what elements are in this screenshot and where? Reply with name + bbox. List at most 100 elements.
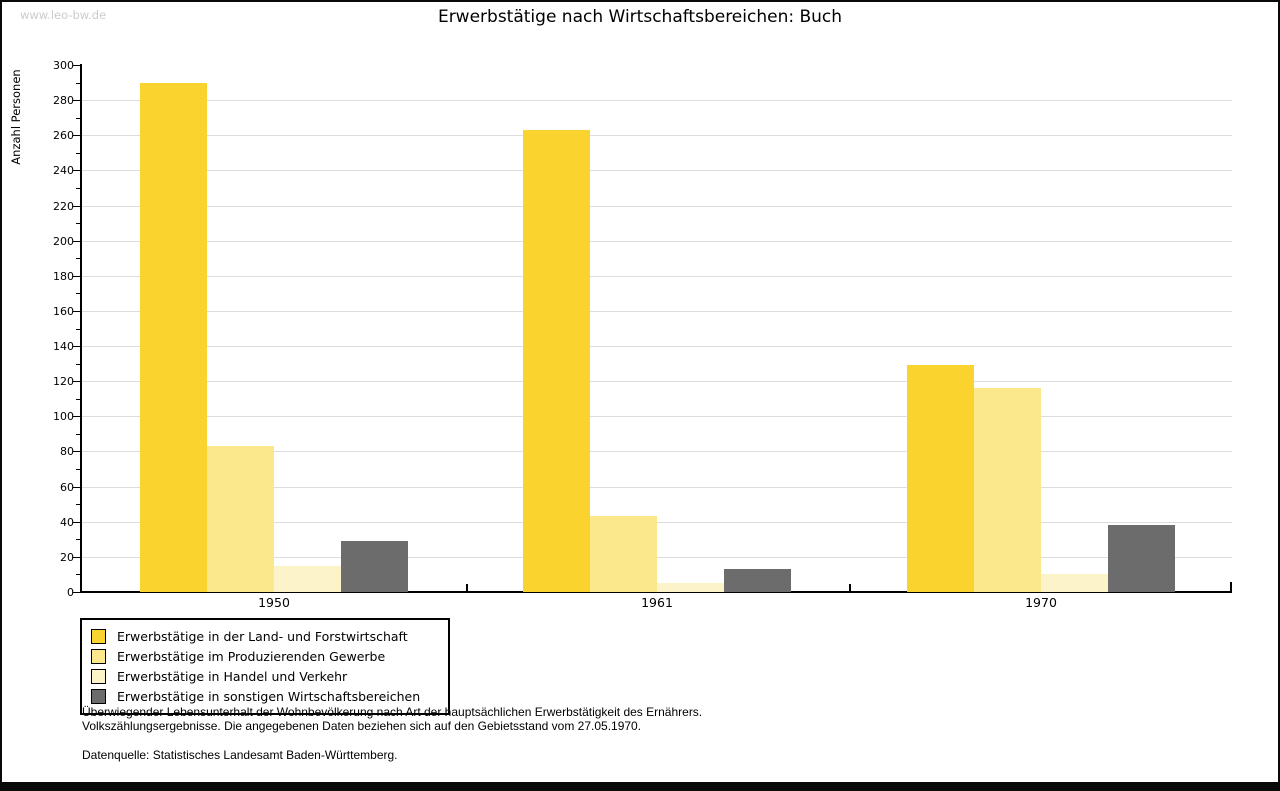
legend-label: Erwerbstätige in sonstigen Wirtschaftsbe… (117, 688, 421, 704)
y-tick-140 (73, 346, 80, 347)
bar-1970-series2 (974, 388, 1041, 592)
y-tick-label-40: 40 (60, 516, 74, 529)
gridline-200 (82, 241, 1232, 242)
legend-box: Erwerbstätige in der Land- und Forstwirt… (80, 618, 450, 715)
gridline-260 (82, 135, 1232, 136)
gridline-20 (82, 557, 1232, 558)
chart-title: Erwerbstätige nach Wirtschaftsbereichen:… (437, 7, 843, 27)
y-minortick-170 (76, 293, 80, 294)
y-minortick-270 (76, 118, 80, 119)
group-boundary-tick-2 (849, 584, 851, 591)
gridline-140 (82, 346, 1232, 347)
y-tick-label-120: 120 (53, 375, 74, 388)
x-label-1961: 1961 (641, 595, 673, 610)
y-minortick-210 (76, 223, 80, 224)
y-tick-100 (73, 416, 80, 417)
legend-label: Erwerbstätige in der Land- und Forstwirt… (117, 628, 408, 644)
legend-label: Erwerbstätige in Handel und Verkehr (117, 668, 348, 684)
y-tick-280 (73, 100, 80, 101)
y-tick-label-80: 80 (60, 445, 74, 458)
gridline-180 (82, 276, 1232, 277)
y-tick-40 (73, 522, 80, 523)
x-axis-line (80, 591, 1232, 593)
y-tick-60 (73, 487, 80, 488)
y-minortick-10 (76, 574, 80, 575)
bar-1970-series4 (1108, 525, 1175, 592)
gridline-60 (82, 487, 1232, 488)
group-boundary-tick-1 (466, 584, 468, 591)
legend-swatch-icon (91, 688, 106, 704)
x-axis-end-tick (1230, 582, 1232, 592)
y-tick-label-20: 20 (60, 551, 74, 564)
bar-1950-series1 (140, 83, 207, 592)
y-tick-80 (73, 451, 80, 452)
y-tick-label-240: 240 (53, 164, 74, 177)
y-tick-120 (73, 381, 80, 382)
y-tick-label-0: 0 (67, 586, 74, 599)
legend-item-3: Erwerbstätige in Handel und Verkehr (91, 666, 448, 686)
y-tick-label-300: 300 (53, 59, 74, 72)
bar-1950-series2 (207, 446, 274, 592)
y-minortick-230 (76, 188, 80, 189)
footnote-line-1: Überwiegender Lebensunterhalt der Wohnbe… (82, 705, 703, 719)
y-axis-line (80, 64, 82, 593)
watermark: www.leo-bw.de (20, 8, 107, 22)
y-minortick-130 (76, 364, 80, 365)
bar-1961-series1 (523, 130, 590, 592)
y-minortick-90 (76, 434, 80, 435)
bar-1961-series4 (724, 569, 791, 592)
y-tick-label-220: 220 (53, 200, 74, 213)
y-tick-160 (73, 311, 80, 312)
y-tick-label-180: 180 (53, 270, 74, 283)
y-minortick-150 (76, 329, 80, 330)
gridline-40 (82, 522, 1232, 523)
y-minortick-30 (76, 539, 80, 540)
bar-1950-series4 (341, 541, 408, 592)
legend-swatch-icon (91, 648, 106, 664)
gridline-100 (82, 416, 1232, 417)
y-tick-180 (73, 276, 80, 277)
bar-1961-series3 (657, 583, 724, 592)
y-minortick-190 (76, 258, 80, 259)
y-tick-label-280: 280 (53, 94, 74, 107)
y-tick-220 (73, 206, 80, 207)
legend-swatch-icon (91, 668, 106, 684)
bar-1970-series1 (907, 365, 974, 592)
x-label-1950: 1950 (258, 595, 290, 610)
bar-1950-series3 (274, 566, 341, 592)
bar-1970-series3 (1041, 574, 1108, 592)
y-tick-label-140: 140 (53, 340, 74, 353)
y-minortick-50 (76, 504, 80, 505)
y-minortick-110 (76, 399, 80, 400)
gridline-160 (82, 311, 1232, 312)
y-tick-20 (73, 557, 80, 558)
legend-label: Erwerbstätige im Produzierenden Gewerbe (117, 648, 386, 664)
footnote: Überwiegender Lebensunterhalt der Wohnbe… (82, 705, 703, 733)
data-source: Datenquelle: Statistisches Landesamt Bad… (82, 748, 398, 762)
gridline-80 (82, 451, 1232, 452)
y-minortick-70 (76, 469, 80, 470)
y-tick-label-260: 260 (53, 129, 74, 142)
gridline-120 (82, 381, 1232, 382)
y-tick-label-100: 100 (53, 410, 74, 423)
gridline-220 (82, 206, 1232, 207)
gridline-240 (82, 170, 1232, 171)
y-minortick-290 (76, 83, 80, 84)
y-tick-0 (73, 592, 80, 593)
y-tick-300 (73, 65, 80, 66)
legend-swatch-icon (91, 628, 106, 644)
y-tick-label-160: 160 (53, 305, 74, 318)
gridline-280 (82, 100, 1232, 101)
legend-item-2: Erwerbstätige im Produzierenden Gewerbe (91, 646, 448, 666)
y-tick-240 (73, 170, 80, 171)
x-label-1970: 1970 (1025, 595, 1057, 610)
legend-item-4: Erwerbstätige in sonstigen Wirtschaftsbe… (91, 686, 448, 706)
y-minortick-250 (76, 153, 80, 154)
y-tick-200 (73, 241, 80, 242)
y-tick-260 (73, 135, 80, 136)
bar-1961-series2 (590, 516, 657, 592)
legend-item-1: Erwerbstätige in der Land- und Forstwirt… (91, 626, 448, 646)
y-tick-label-60: 60 (60, 481, 74, 494)
footnote-line-2: Volkszählungsergebnisse. Die angegebenen… (82, 718, 642, 733)
